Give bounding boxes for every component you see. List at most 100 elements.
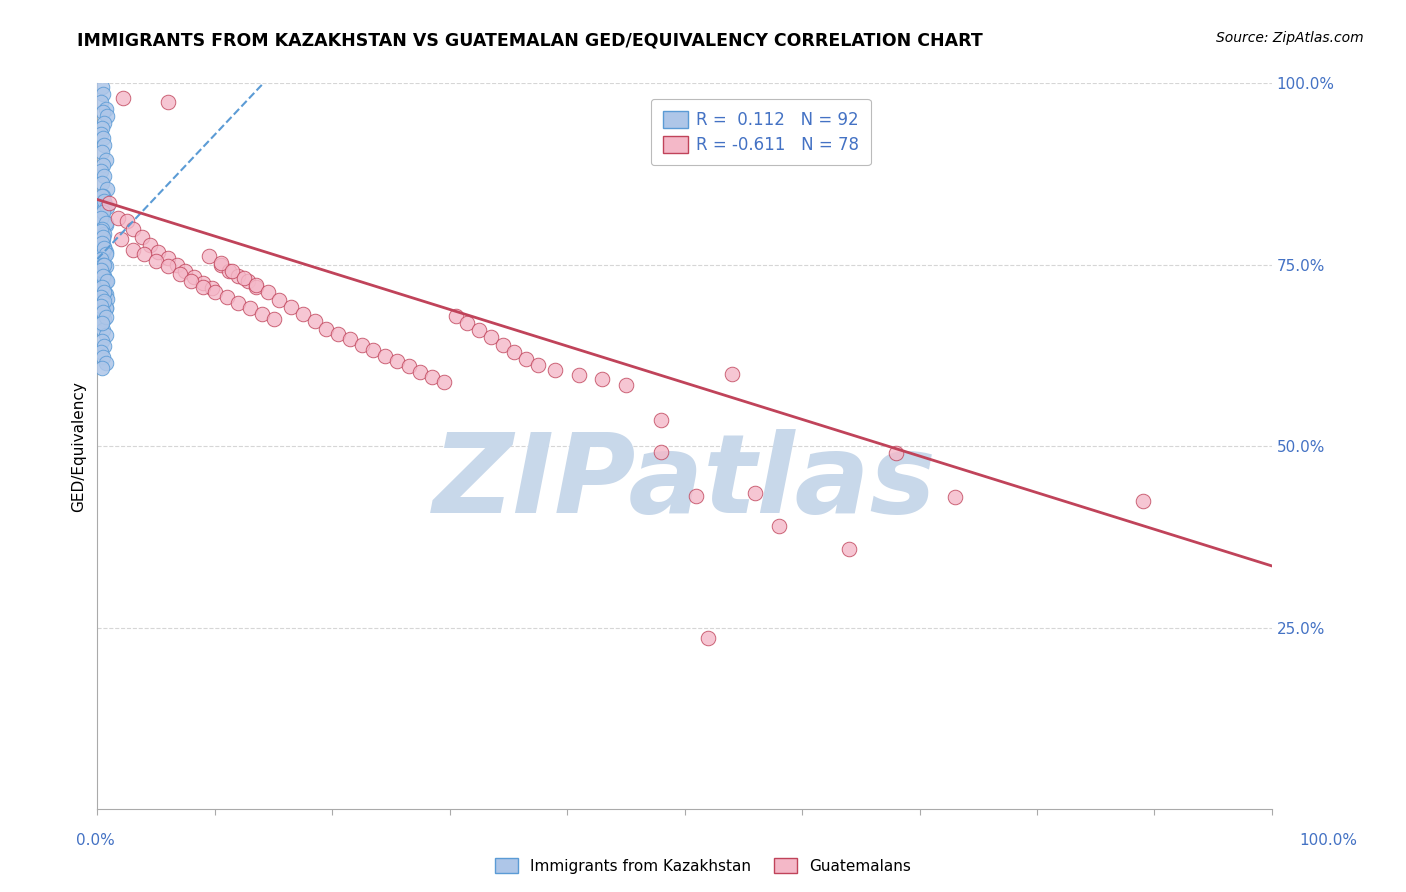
Point: [91, 306, 114, 320]
Point: [90, 318, 112, 332]
Point: [456, 316, 478, 330]
Point: [94, 260, 117, 274]
Point: [263, 312, 285, 326]
Point: [91, 350, 114, 364]
Point: [479, 330, 502, 344]
Point: [233, 271, 256, 285]
Point: [650, 445, 672, 459]
Point: [94, 356, 117, 370]
Point: [884, 446, 907, 460]
Point: [94, 218, 117, 232]
Point: [339, 332, 361, 346]
Point: [139, 237, 162, 252]
Point: [90, 95, 112, 109]
Point: [221, 263, 243, 277]
Point: [444, 309, 467, 323]
Point: [744, 486, 766, 500]
Legend: Immigrants from Kazakhstan, Guatemalans: Immigrants from Kazakhstan, Guatemalans: [489, 852, 917, 880]
Point: [156, 251, 179, 265]
Point: [93, 138, 115, 153]
Point: [385, 353, 408, 368]
Point: [91, 221, 114, 235]
Point: [201, 281, 224, 295]
Point: [91, 255, 114, 269]
Point: [90, 263, 112, 277]
Point: [91, 360, 114, 375]
Point: [374, 349, 396, 363]
Point: [94, 244, 117, 259]
Point: [131, 230, 153, 244]
Point: [239, 301, 262, 316]
Point: [183, 270, 205, 285]
Point: [226, 268, 249, 283]
Point: [90, 237, 112, 252]
Point: [90, 345, 112, 359]
Point: [93, 285, 115, 299]
Point: [93, 244, 115, 258]
Point: [90, 224, 112, 238]
Point: [96, 200, 118, 214]
Point: [94, 310, 117, 324]
Point: [93, 285, 115, 299]
Point: [91, 295, 114, 310]
Point: [93, 312, 115, 326]
Point: [90, 265, 112, 279]
Point: [96, 274, 118, 288]
Point: [91, 212, 114, 227]
Point: [685, 489, 707, 503]
Point: [91, 281, 114, 295]
Point: [198, 249, 221, 263]
Point: [91, 279, 114, 293]
Point: [156, 95, 179, 109]
Point: [291, 307, 314, 321]
Point: [91, 276, 114, 290]
Point: [91, 189, 114, 203]
Point: [169, 267, 191, 281]
Point: [91, 87, 114, 102]
Point: [121, 221, 143, 235]
Point: [94, 328, 117, 343]
Point: [90, 224, 112, 238]
Point: [304, 314, 326, 328]
Point: [94, 153, 117, 167]
Point: [91, 254, 114, 268]
Point: [91, 207, 114, 221]
Point: [91, 205, 114, 219]
Point: [91, 189, 114, 203]
Point: [91, 176, 114, 190]
Point: [91, 230, 114, 244]
Point: [91, 131, 114, 145]
Point: [94, 102, 117, 116]
Point: [93, 258, 115, 272]
Point: [180, 274, 202, 288]
Point: [250, 307, 273, 321]
Point: [96, 181, 118, 195]
Point: [398, 359, 420, 374]
Point: [515, 352, 537, 367]
Point: [433, 376, 456, 390]
Point: [720, 367, 742, 381]
Point: [115, 214, 138, 228]
Point: [568, 368, 591, 383]
Point: [650, 413, 672, 427]
Point: [90, 251, 112, 265]
Point: [91, 268, 114, 283]
Point: [350, 337, 373, 351]
Point: [315, 321, 337, 335]
Point: [218, 263, 240, 277]
Point: [98, 196, 121, 211]
Point: [134, 247, 156, 261]
Point: [96, 292, 118, 306]
Point: [107, 211, 129, 225]
Point: [491, 337, 513, 351]
Point: [93, 294, 115, 309]
Point: [94, 216, 117, 230]
Point: [94, 301, 117, 316]
Legend: R =  0.112   N = 92, R = -0.611   N = 78: R = 0.112 N = 92, R = -0.611 N = 78: [651, 99, 870, 165]
Point: [420, 370, 443, 384]
Point: [156, 260, 179, 274]
Point: [93, 116, 115, 130]
Point: [943, 490, 966, 504]
Point: [363, 343, 385, 358]
Point: [91, 158, 114, 172]
